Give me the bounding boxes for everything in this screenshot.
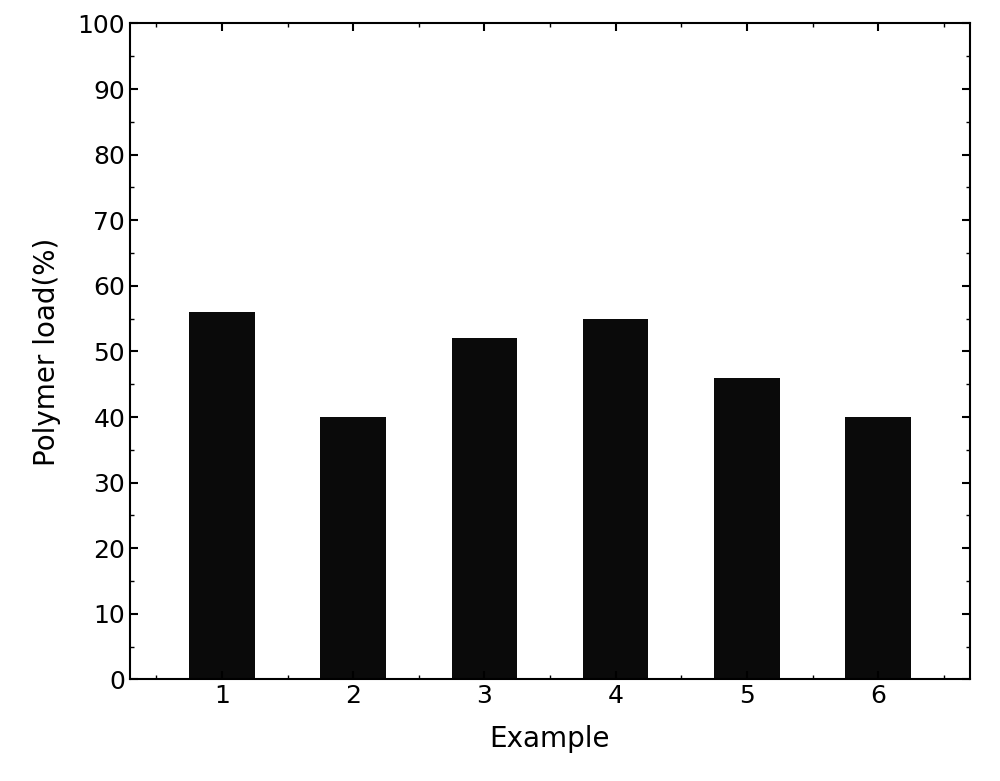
Bar bbox=[583, 319, 648, 679]
Bar bbox=[320, 417, 386, 679]
X-axis label: Example: Example bbox=[490, 725, 610, 753]
Bar bbox=[452, 338, 517, 679]
Y-axis label: Polymer load(%): Polymer load(%) bbox=[33, 237, 61, 465]
Bar bbox=[714, 378, 780, 679]
Bar bbox=[845, 417, 911, 679]
Bar bbox=[189, 312, 255, 679]
